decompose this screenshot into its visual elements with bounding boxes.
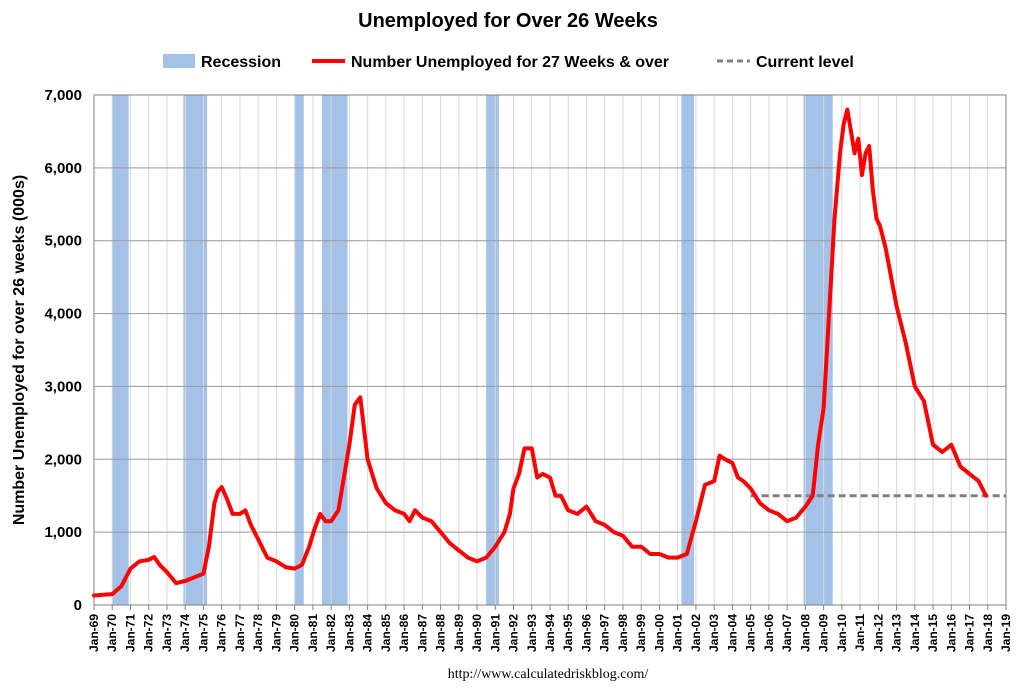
legend-series-label: Number Unemployed for 27 Weeks & over: [351, 54, 669, 71]
x-tick-label: Jan-96: [579, 614, 593, 652]
x-tick-label: Jan-84: [361, 614, 375, 652]
x-tick-label: Jan-69: [87, 614, 101, 652]
legend: Recession Number Unemployed for 27 Weeks…: [163, 54, 854, 71]
x-tick-label: Jan-86: [397, 614, 411, 652]
x-tick-label: Jan-00: [652, 614, 666, 652]
x-tick-label: Jan-85: [379, 614, 393, 652]
x-tick-label: Jan-93: [525, 614, 539, 652]
x-tick-label: Jan-07: [780, 614, 794, 652]
y-tick-label: 5,000: [44, 233, 82, 250]
x-tick-label: Jan-89: [452, 614, 466, 652]
x-tick-label: Jan-78: [251, 614, 265, 652]
x-tick-label: Jan-92: [507, 614, 521, 652]
x-tick-label: Jan-95: [561, 614, 575, 652]
x-tick-label: Jan-03: [707, 614, 721, 652]
recession-band-3: [322, 95, 348, 605]
x-tick-label: Jan-79: [269, 614, 283, 652]
recession-band-1: [183, 95, 208, 605]
y-tick-label: 0: [74, 597, 82, 614]
legend-recession-swatch: [163, 54, 195, 68]
y-tick-label: 7,000: [44, 87, 82, 104]
x-tick-label: Jan-70: [105, 614, 119, 652]
recession-band-4: [486, 95, 499, 605]
y-tick-label: 3,000: [44, 378, 82, 395]
y-tick-label: 1,000: [44, 524, 82, 541]
x-axis-ticks: Jan-69 Jan-70 Jan-71 Jan-72 Jan-73 Jan-74 Jan-…: [87, 605, 1013, 652]
recession-band-0: [112, 95, 129, 605]
x-tick-label: Jan-11: [853, 614, 867, 652]
x-tick-label: Jan-02: [689, 614, 703, 652]
x-tick-label: Jan-99: [634, 614, 648, 652]
x-tick-label: Jan-75: [196, 614, 210, 652]
x-tick-label: Jan-17: [963, 614, 977, 652]
y-tick-label: 4,000: [44, 306, 82, 323]
x-tick-label: Jan-12: [871, 614, 885, 652]
x-tick-label: Jan-08: [798, 614, 812, 652]
x-tick-label: Jan-82: [324, 614, 338, 652]
source-url: http://www.calculatedriskblog.com/: [448, 667, 649, 682]
x-tick-label: Jan-01: [671, 614, 685, 652]
x-tick-label: Jan-83: [342, 614, 356, 652]
x-tick-label: Jan-98: [616, 614, 630, 652]
x-tick-label: Jan-74: [178, 614, 192, 652]
series-line-long-term-unemployed: [92, 107, 988, 598]
x-tick-label: Jan-18: [981, 614, 995, 652]
x-grid: [93, 95, 1007, 605]
y-axis-ticks: 0 1,000 2,000 3,000 4,000 5,000 6,000 7,000: [44, 87, 82, 614]
x-tick-label: Jan-16: [944, 614, 958, 652]
x-tick-label: Jan-73: [160, 614, 174, 652]
x-tick-label: Jan-72: [142, 614, 156, 652]
x-tick-label: Jan-04: [725, 614, 739, 652]
x-tick-label: Jan-80: [288, 614, 302, 652]
x-tick-label: Jan-94: [543, 614, 557, 652]
legend-current-level-label: Current level: [756, 54, 854, 71]
x-tick-label: Jan-06: [762, 614, 776, 652]
y-tick-label: 6,000: [44, 160, 82, 177]
y-tick-label: 2,000: [44, 451, 82, 468]
x-tick-label: Jan-71: [123, 614, 137, 652]
x-tick-label: Jan-77: [233, 614, 247, 652]
x-tick-label: Jan-76: [215, 614, 229, 652]
x-tick-label: Jan-97: [598, 614, 612, 652]
x-tick-label: Jan-15: [926, 614, 940, 652]
x-tick-label: Jan-90: [470, 614, 484, 652]
x-tick-label: Jan-81: [306, 614, 320, 652]
x-tick-label: Jan-14: [908, 614, 922, 652]
x-tick-label: Jan-88: [434, 614, 448, 652]
legend-recession-label: Recession: [201, 54, 281, 71]
x-tick-label: Jan-19: [999, 614, 1013, 652]
x-tick-label: Jan-13: [890, 614, 904, 652]
x-tick-label: Jan-10: [835, 614, 849, 652]
y-axis-label: Number Unemployed for over 26 weeks (000…: [11, 175, 28, 525]
chart-title: Unemployed for Over 26 Weeks: [358, 10, 658, 32]
x-tick-label: Jan-91: [488, 614, 502, 652]
x-tick-label: Jan-09: [817, 614, 831, 652]
recession-band-2: [294, 95, 304, 605]
recession-band-5: [681, 95, 695, 605]
x-tick-label: Jan-05: [744, 614, 758, 652]
x-tick-label: Jan-87: [415, 614, 429, 652]
recession-bands: [112, 95, 833, 605]
